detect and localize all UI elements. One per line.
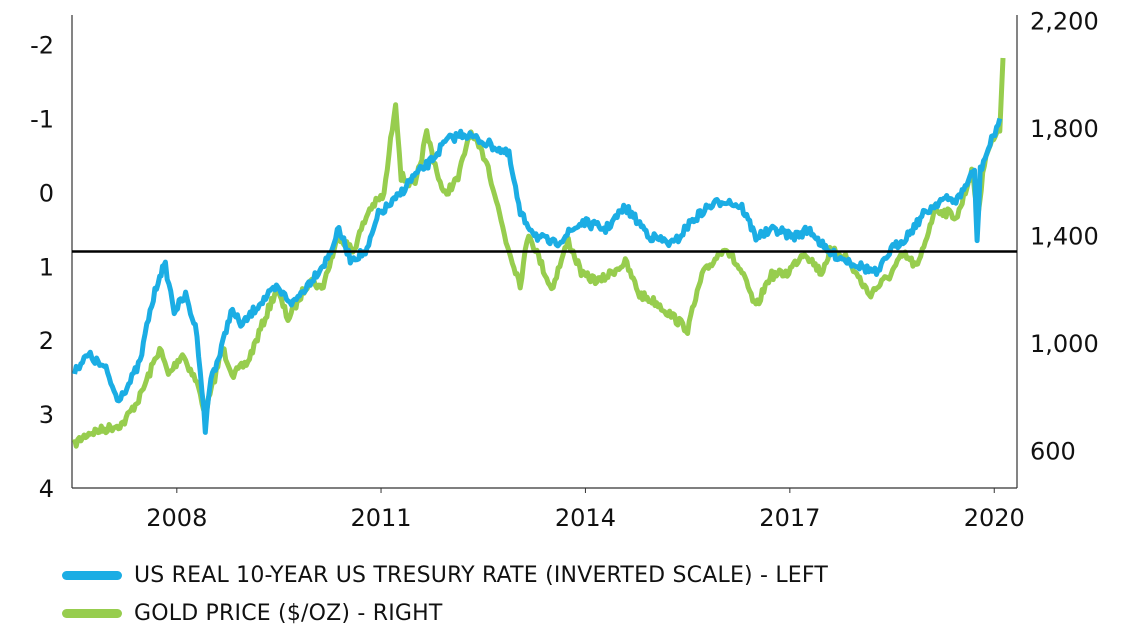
left-tick-label: 0: [39, 179, 54, 207]
tick-labels: -2 -1 0 1 2 3 4 600 1,000 1,400 1,800 2,200 2008 2011…: [30, 7, 1099, 532]
left-tick-label: 2: [39, 327, 54, 355]
series-real-rate-line: [72, 117, 1003, 435]
x-tick-label: 2014: [555, 504, 616, 532]
x-tick-label: 2008: [146, 504, 207, 532]
left-tick-label: 4: [39, 475, 54, 503]
left-tick-label: -2: [30, 32, 54, 60]
legend-swatch-gold: [62, 608, 122, 618]
x-tick-label: 2017: [759, 504, 820, 532]
legend-item-gold: GOLD PRICE ($/OZ) - RIGHT: [62, 594, 828, 632]
legend: US REAL 10-YEAR US TRESURY RATE (INVERTE…: [62, 556, 828, 632]
left-tick-label: 3: [39, 401, 54, 429]
legend-label-real-rate: US REAL 10-YEAR US TRESURY RATE (INVERTE…: [134, 562, 829, 588]
right-tick-label: 1,800: [1030, 115, 1099, 143]
series-layer: [72, 57, 1006, 449]
x-tick-label: 2011: [350, 504, 411, 532]
legend-label-gold: GOLD PRICE ($/OZ) - RIGHT: [134, 600, 443, 626]
legend-item-real-rate: US REAL 10-YEAR US TRESURY RATE (INVERTE…: [62, 556, 828, 594]
right-tick-label: 1,400: [1030, 222, 1099, 250]
x-tick-label: 2020: [964, 504, 1025, 532]
right-tick-label: 1,000: [1030, 330, 1099, 358]
right-tick-label: 2,200: [1030, 7, 1099, 35]
right-tick-label: 600: [1030, 437, 1076, 465]
left-tick-label: 1: [39, 253, 54, 281]
left-tick-label: -1: [30, 105, 54, 133]
legend-swatch-real-rate: [62, 570, 122, 580]
